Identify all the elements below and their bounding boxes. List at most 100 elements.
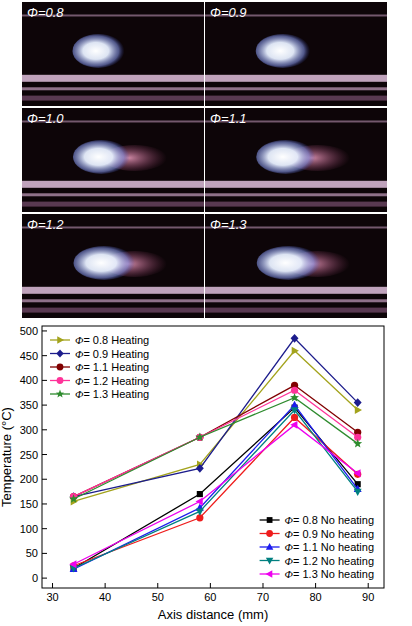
legend-marker <box>56 349 63 357</box>
legend-marker <box>57 377 64 384</box>
point <box>196 509 204 516</box>
y-tick <box>42 330 47 331</box>
tube-edge <box>22 75 204 82</box>
y-tick <box>42 578 47 579</box>
tube-edge <box>22 308 204 313</box>
legend-label: Φ= 0.8 No heating <box>285 514 374 526</box>
legend-label: Φ= 0.9 Heating <box>75 348 149 360</box>
legend-text: = 1.2 Heating <box>83 375 149 387</box>
legend-label: Φ= 0.9 No heating <box>285 528 374 540</box>
photo-panel: Φ=1.0 <box>22 108 204 212</box>
series <box>70 334 362 501</box>
series-line <box>74 390 358 496</box>
tube-edge <box>205 75 387 82</box>
x-tick <box>105 583 106 588</box>
panel-label: Φ=1.3 <box>210 217 247 232</box>
series-line <box>74 398 358 499</box>
flame <box>73 140 130 174</box>
x-tick <box>368 583 369 588</box>
panel-background <box>22 108 204 212</box>
tube-edge <box>205 96 387 101</box>
x-tick-label: 80 <box>309 591 321 603</box>
point <box>69 494 78 502</box>
tube-edge <box>22 96 204 101</box>
legend-marker <box>266 558 273 565</box>
x-tick-label: 40 <box>99 591 111 603</box>
point <box>197 491 203 497</box>
point <box>195 433 204 441</box>
y-axis-title: Temperature (°C) <box>0 407 14 507</box>
tube-edge <box>22 287 204 294</box>
point <box>291 401 299 408</box>
y-tick <box>42 479 47 480</box>
legend-marker <box>266 543 273 550</box>
legend: Φ= 0.8 No heatingΦ= 0.9 No heatingΦ= 1.1… <box>260 514 374 580</box>
y-tick <box>42 503 47 504</box>
panel-background <box>205 214 387 318</box>
y-tick <box>42 380 47 381</box>
legend-label: Φ= 1.1 Heating <box>75 361 149 373</box>
x-tick-label: 70 <box>257 591 269 603</box>
point <box>292 347 299 355</box>
legend-text: = 0.8 No heating <box>293 514 374 526</box>
flame <box>73 246 135 280</box>
x-tick <box>315 583 316 588</box>
photo-panel: Φ=1.3 <box>205 214 387 318</box>
legend-marker <box>266 530 273 537</box>
legend-label: Φ= 1.2 Heating <box>75 375 149 387</box>
x-tick-label: 90 <box>362 591 374 603</box>
legend-label: Φ= 1.2 No heating <box>285 555 374 567</box>
y-tick <box>42 429 47 430</box>
panel-background <box>205 2 387 106</box>
tube-edge <box>205 308 387 313</box>
legend-label: Φ= 1.3 Heating <box>75 388 149 400</box>
tube-edge <box>205 287 387 294</box>
y-tick-label: 300 <box>20 424 38 436</box>
panel-label: Φ=1.1 <box>210 111 247 126</box>
page: {"photo_panels": {"labels": ["Φ=0.8", "Φ… <box>0 0 412 626</box>
panel-background <box>205 108 387 212</box>
point <box>354 489 362 496</box>
point <box>291 334 299 343</box>
series <box>70 382 361 500</box>
figure: Φ=0.8Φ=0.9Φ=1.0Φ=1.1Φ=1.2Φ=1.33040506070… <box>0 0 412 626</box>
y-tick-label: 400 <box>20 374 38 386</box>
y-tick-label: 200 <box>20 473 38 485</box>
flame <box>256 34 310 68</box>
y-tick <box>42 405 47 406</box>
tube-edge <box>205 87 387 90</box>
photo-panel: Φ=1.2 <box>22 214 204 318</box>
panel-label: Φ=0.9 <box>210 5 247 20</box>
point <box>291 387 298 394</box>
x-tick <box>157 583 158 588</box>
point <box>291 407 299 414</box>
tube-edge <box>22 87 204 90</box>
plot-frame <box>42 326 384 588</box>
x-tick-label: 60 <box>204 591 216 603</box>
panel-label: Φ=1.0 <box>27 111 64 126</box>
point <box>291 414 298 421</box>
photo-panel: Φ=0.8 <box>22 2 204 106</box>
y-tick-label: 250 <box>20 449 38 461</box>
legend-marker <box>266 570 273 577</box>
flame <box>257 246 321 280</box>
series-line <box>74 338 358 496</box>
legend-label: Φ= 0.8 Heating <box>75 334 149 346</box>
photo-panel: Φ=1.1 <box>205 108 387 212</box>
legend-text: = 1.3 Heating <box>83 388 149 400</box>
tube-edge <box>22 299 204 302</box>
x-tick <box>52 583 53 588</box>
legend-label: Φ= 1.3 No heating <box>285 568 374 580</box>
tube-edge <box>205 202 387 207</box>
legend-text: = 0.9 Heating <box>83 348 149 360</box>
point <box>353 469 360 477</box>
point <box>290 421 297 429</box>
legend-marker <box>56 390 64 398</box>
photo-panel: Φ=0.9 <box>205 2 387 106</box>
point <box>354 398 362 407</box>
y-tick-label: 450 <box>20 350 38 362</box>
x-tick <box>262 583 263 588</box>
y-tick-label: 150 <box>20 498 38 510</box>
y-tick <box>42 355 47 356</box>
series <box>70 387 361 500</box>
